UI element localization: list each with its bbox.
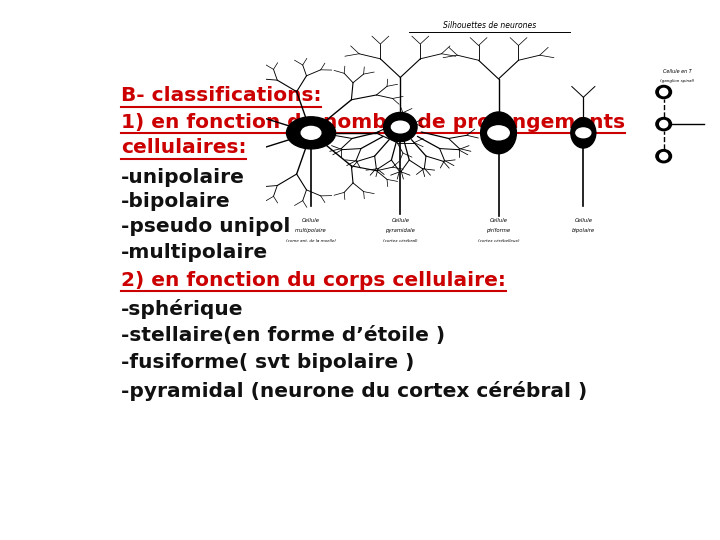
Text: (come ant. de la moelle): (come ant. de la moelle) bbox=[286, 239, 336, 243]
Text: Cellule en T: Cellule en T bbox=[662, 69, 691, 74]
Ellipse shape bbox=[660, 152, 667, 160]
Text: bipolaire: bipolaire bbox=[572, 228, 595, 233]
Ellipse shape bbox=[660, 89, 667, 96]
Text: cellulaires:: cellulaires: bbox=[121, 138, 246, 158]
Text: 1) en fonction du nombre de prolongements: 1) en fonction du nombre de prolongement… bbox=[121, 113, 625, 132]
Ellipse shape bbox=[571, 118, 596, 148]
Ellipse shape bbox=[481, 112, 516, 154]
Text: -bipolaire: -bipolaire bbox=[121, 192, 230, 211]
Text: -pseudo unipol: -pseudo unipol bbox=[121, 218, 290, 237]
Text: (ganglion spinal): (ganglion spinal) bbox=[660, 79, 694, 83]
Text: -pyramidal (neurone du cortex cérébral ): -pyramidal (neurone du cortex cérébral ) bbox=[121, 381, 587, 401]
Text: -unipolaire: -unipolaire bbox=[121, 167, 245, 186]
Circle shape bbox=[488, 126, 509, 140]
Text: B- classifications:: B- classifications: bbox=[121, 86, 321, 105]
Circle shape bbox=[287, 117, 336, 149]
Text: multipolaire: multipolaire bbox=[295, 228, 327, 233]
Text: pyramidale: pyramidale bbox=[385, 228, 415, 233]
Text: Cellule: Cellule bbox=[392, 218, 409, 223]
Ellipse shape bbox=[660, 120, 667, 128]
Text: Cellule: Cellule bbox=[490, 218, 508, 223]
Text: piriforme: piriforme bbox=[487, 228, 510, 233]
Ellipse shape bbox=[656, 118, 672, 131]
Circle shape bbox=[392, 121, 409, 133]
Text: Silhouettes de neurones: Silhouettes de neurones bbox=[443, 21, 536, 30]
Text: (cortex cérébral): (cortex cérébral) bbox=[383, 239, 418, 243]
Text: Cellule: Cellule bbox=[575, 218, 593, 223]
Circle shape bbox=[301, 126, 321, 139]
Circle shape bbox=[576, 128, 591, 138]
Text: Cellule: Cellule bbox=[302, 218, 320, 223]
Text: 2) en fonction du corps cellulaire:: 2) en fonction du corps cellulaire: bbox=[121, 271, 505, 289]
Ellipse shape bbox=[656, 85, 672, 99]
Text: -multipolaire: -multipolaire bbox=[121, 243, 268, 262]
Text: -fusiforme( svt bipolaire ): -fusiforme( svt bipolaire ) bbox=[121, 353, 414, 373]
Ellipse shape bbox=[656, 150, 672, 163]
Text: (cortex cérébelleux): (cortex cérébelleux) bbox=[477, 239, 519, 243]
Text: -sphérique: -sphérique bbox=[121, 299, 243, 319]
Ellipse shape bbox=[384, 112, 417, 141]
Text: -stellaire(en forme d’étoile ): -stellaire(en forme d’étoile ) bbox=[121, 326, 445, 346]
